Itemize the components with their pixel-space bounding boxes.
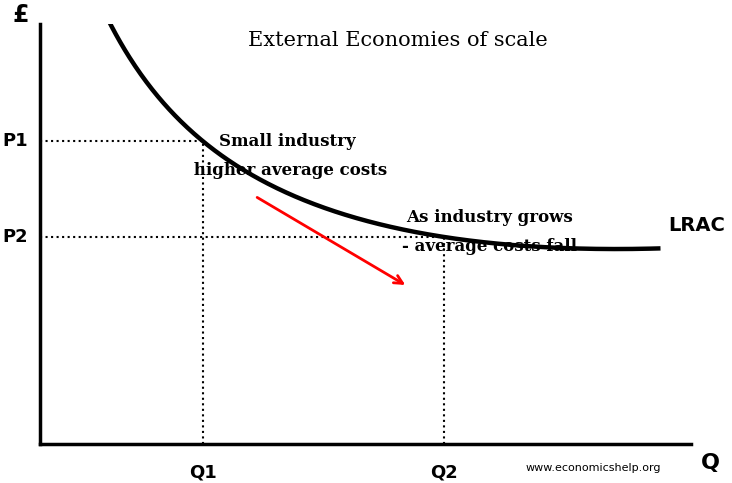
Text: P2: P2 bbox=[3, 228, 29, 246]
Text: As industry grows: As industry grows bbox=[406, 209, 572, 226]
Text: External Economies of scale: External Economies of scale bbox=[248, 31, 548, 50]
Text: P1: P1 bbox=[3, 132, 29, 150]
Text: - average costs fall: - average costs fall bbox=[402, 238, 577, 255]
Text: www.economicshelp.org: www.economicshelp.org bbox=[526, 463, 661, 473]
Text: Q2: Q2 bbox=[430, 463, 458, 481]
Text: Q1: Q1 bbox=[189, 463, 217, 481]
Text: LRAC: LRAC bbox=[668, 216, 725, 235]
Text: £: £ bbox=[12, 3, 29, 27]
Text: Small industry: Small industry bbox=[219, 133, 356, 150]
Text: Q: Q bbox=[701, 453, 720, 473]
Text: higher average costs: higher average costs bbox=[187, 162, 387, 179]
